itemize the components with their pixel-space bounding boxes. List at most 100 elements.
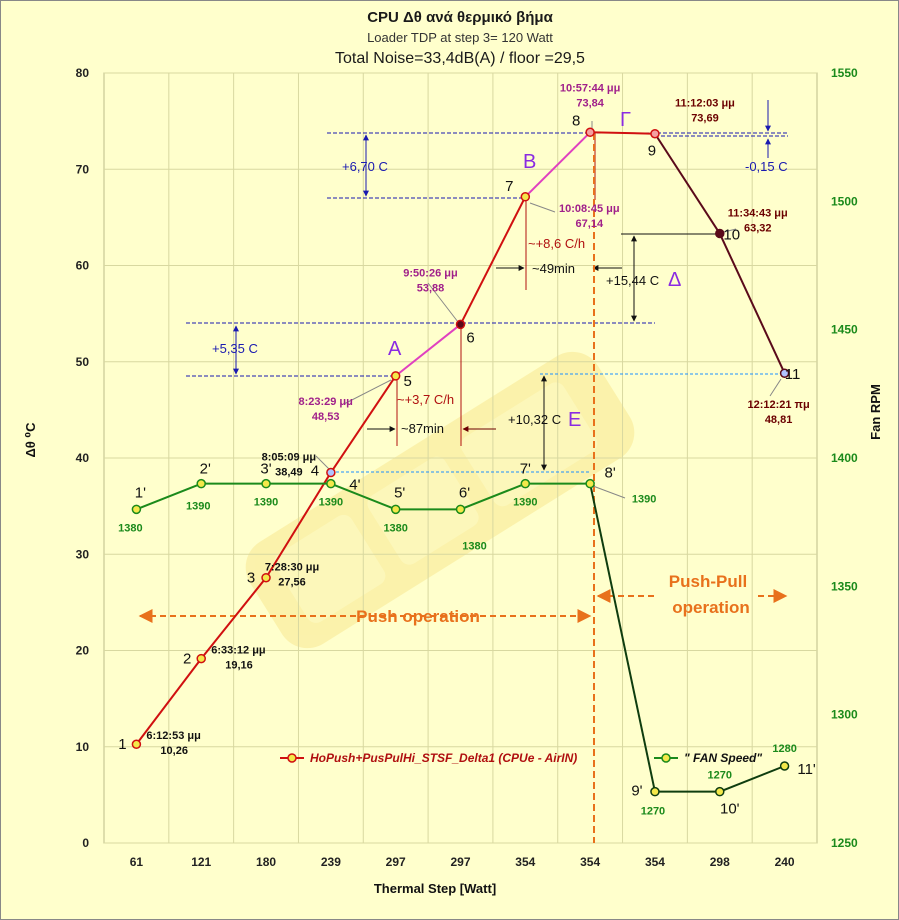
temp-line-segment	[654, 133, 721, 235]
y2-tick-label: 1250	[831, 836, 858, 850]
pushpull-operation-label-1: Push-Pull	[669, 572, 747, 591]
temp-line-segment	[590, 131, 655, 135]
temp-point	[715, 228, 725, 239]
delta-d-label: +15,44 C	[606, 273, 659, 288]
temp-point	[455, 319, 466, 330]
temp-point	[585, 127, 595, 138]
temp-point-id: 4	[311, 463, 319, 480]
temp-point-id: 11	[785, 366, 801, 383]
phase-b-label: B	[523, 151, 536, 173]
temp-point-time: 10:57:44 μμ	[560, 82, 621, 94]
y-tick-label: 10	[76, 740, 90, 754]
y2-axis-title: Fan RPM	[868, 384, 883, 440]
x-tick-label: 180	[256, 855, 276, 869]
fan-point-id: 3'	[260, 461, 271, 478]
temp-point	[261, 572, 271, 583]
x-tick-label: 121	[191, 855, 211, 869]
delta-g-label: -0,15 C	[745, 159, 788, 174]
temp-point-value: 73,69	[691, 113, 719, 125]
temp-point-id: 3	[247, 570, 255, 587]
x-tick-label: 240	[775, 855, 795, 869]
temp-point-time: 9:50:26 μμ	[403, 267, 457, 279]
fan-point	[326, 478, 336, 489]
x-tick-label: 297	[386, 855, 406, 869]
fan-point-id: 10'	[720, 801, 740, 818]
temp-point-time: 12:12:21 πμ	[747, 399, 809, 411]
x-axis-title: Thermal Step [Watt]	[374, 881, 496, 896]
y-tick-label: 40	[76, 451, 90, 465]
phase-g-label: Γ	[620, 109, 631, 131]
temp-line-segment	[395, 323, 462, 377]
fan-point-value: 1270	[641, 806, 665, 818]
temp-point-value: 63,32	[744, 223, 772, 235]
temp-line-segment	[200, 577, 267, 660]
y-tick-label: 20	[76, 644, 90, 658]
x-tick-label: 354	[645, 855, 665, 869]
fan-point-value: 1380	[383, 522, 407, 534]
temp-line-segment	[718, 233, 786, 374]
fan-point-id: 6'	[459, 484, 470, 501]
x-tick-label: 297	[450, 855, 470, 869]
temp-point	[650, 128, 660, 139]
temp-point-time: 11:12:03 μμ	[675, 98, 735, 110]
fan-line-segment	[136, 482, 202, 511]
legend-fan-swatch-marker	[661, 753, 671, 763]
phase-d-label: Δ	[668, 269, 681, 291]
left-axis-ticks: 0 10 20 30 40 50 60 70 80	[76, 66, 90, 850]
fan-point-value: 1390	[632, 494, 656, 506]
annotations: +5,35 C +6,70 C -0,15 C +15,44 C +10,32 …	[212, 109, 788, 626]
temp-line-segment	[459, 196, 527, 325]
fan-point	[650, 786, 660, 797]
temp-point-id: 2	[183, 651, 191, 668]
fan-line-segment	[330, 482, 397, 511]
legend: HoPush+PusPulHi_STSF_Delta1 (CPUe - AirI…	[280, 751, 762, 765]
guide-lines	[138, 100, 788, 843]
x-tick-label: 298	[710, 855, 730, 869]
fan-series: 1' 2' 3' 4' 5' 6' 7' 8' 9' 10' 11' 1380 1390 1390 1390…	[118, 461, 816, 818]
temp-point-id: 9	[648, 143, 656, 160]
temp-point-value: 48,53	[312, 411, 340, 423]
phase-e-label: E	[568, 409, 581, 431]
y2-tick-label: 1400	[831, 451, 858, 465]
fan-point	[455, 504, 466, 515]
legend-fan-label: " FAN Speed"	[684, 751, 762, 765]
fan-line-segment	[460, 482, 526, 511]
watermark-logo	[245, 351, 635, 649]
x-axis-ticks: 61 121 180 239 297 297 354 354 354 298 240	[130, 855, 795, 869]
x-tick-label: 354	[580, 855, 600, 869]
grid-lines	[104, 72, 817, 844]
fan-point-value: 1390	[186, 501, 210, 513]
delta-b-label: +6,70 C	[342, 159, 388, 174]
temp-point-id: 6	[466, 329, 474, 346]
y-tick-label: 0	[82, 836, 89, 850]
temp-point-id: 1	[118, 736, 126, 753]
temp-point-id: 7	[505, 178, 513, 195]
push-operation-label: Push operation	[356, 607, 480, 626]
fan-point-value: 1380	[118, 522, 142, 534]
fan-point-id: 9'	[631, 783, 642, 800]
temp-point-id: 8	[572, 112, 580, 129]
fan-point-value: 1280	[772, 743, 796, 755]
fan-point-id: 5'	[394, 484, 405, 501]
temp-point	[390, 371, 401, 381]
delta-a-label: +5,35 C	[212, 341, 258, 356]
fan-point	[131, 504, 142, 515]
fan-point-value: 1390	[319, 497, 343, 509]
legend-temp-label: HoPush+PusPulHi_STSF_Delta1 (CPUe - AirI…	[310, 751, 577, 765]
legend-temp-swatch-marker	[287, 753, 297, 763]
fan-point-id: 4'	[349, 477, 360, 494]
y2-tick-label: 1300	[831, 708, 858, 722]
fan-point-value: 1270	[708, 770, 732, 782]
fan-point-id: 8'	[605, 465, 616, 482]
y-tick-label: 30	[76, 547, 90, 561]
fan-point-id: 11'	[797, 761, 816, 778]
right-axis-ticks: 1250 1300 1350 1400 1450 1500 1550	[831, 66, 858, 850]
temp-point-time: 11:34:43 μμ	[728, 208, 788, 220]
temp-point-time: 6:12:53 μμ	[146, 730, 200, 742]
temp-point	[196, 653, 206, 664]
chart-subtitle: Loader TDP at step 3= 120 Watt	[367, 30, 553, 45]
fan-point-value: 1390	[254, 497, 278, 509]
fan-point-id: 7'	[520, 461, 531, 478]
